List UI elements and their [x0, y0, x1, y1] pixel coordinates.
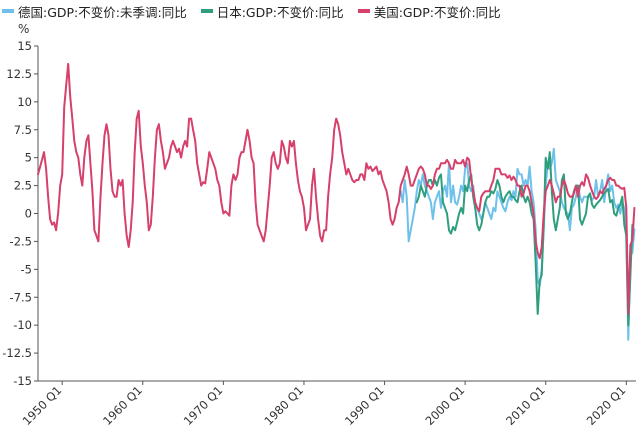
legend-label-usa: 美国:GDP:不变价:同比: [373, 4, 501, 20]
y-tick-label: 7.5: [14, 123, 32, 137]
legend: 德国:GDP:不变价:未季调:同比 日本:GDP:不变价:同比 美国:GDP:不…: [2, 0, 501, 22]
y-tick-label: -2.5: [10, 234, 32, 248]
legend-item-japan[interactable]: 日本:GDP:不变价:同比: [200, 2, 344, 21]
series-line-japan: [415, 151, 634, 327]
x-tick-label: 2010 Q1: [503, 383, 548, 428]
x-tick-label: 2000 Q1: [423, 383, 468, 428]
legend-swatch-germany: [2, 9, 14, 13]
y-tick-label: 12.5: [6, 67, 32, 81]
x-tick-label: 1980 Q1: [261, 383, 306, 428]
legend-item-germany[interactable]: 德国:GDP:不变价:未季调:同比: [2, 2, 187, 21]
x-tick-label: 1950 Q1: [20, 383, 65, 428]
legend-item-usa[interactable]: 美国:GDP:不变价:同比: [357, 2, 501, 21]
y-tick-label: 2.5: [14, 179, 32, 193]
y-tick-label: -15: [13, 374, 32, 388]
series-line-usa: [37, 62, 636, 315]
y-tick-label: -5: [21, 262, 32, 276]
legend-swatch-japan: [200, 9, 213, 13]
y-tick-label: -7.5: [10, 290, 32, 304]
y-tick-label: 15: [17, 39, 32, 53]
y-tick-label: -12.5: [2, 346, 32, 360]
y-tick-label: 5: [25, 151, 32, 165]
y-unit-label: %: [18, 22, 29, 36]
series-layer: [37, 62, 636, 341]
x-tick-label: 1990 Q1: [342, 383, 387, 428]
y-tick-label: 10: [17, 95, 32, 109]
x-tick-label: 1960 Q1: [100, 383, 145, 428]
x-tick-label: 1970 Q1: [181, 383, 226, 428]
y-tick-label: -10: [13, 318, 32, 332]
legend-label-germany: 德国:GDP:不变价:未季调:同比: [18, 4, 187, 20]
series-line-germany: [399, 147, 636, 341]
legend-label-japan: 日本:GDP:不变价:同比: [216, 4, 344, 20]
legend-swatch-usa: [357, 9, 370, 13]
x-tick-label: 2020 Q1: [584, 383, 629, 428]
y-tick-label: 0: [25, 207, 32, 221]
